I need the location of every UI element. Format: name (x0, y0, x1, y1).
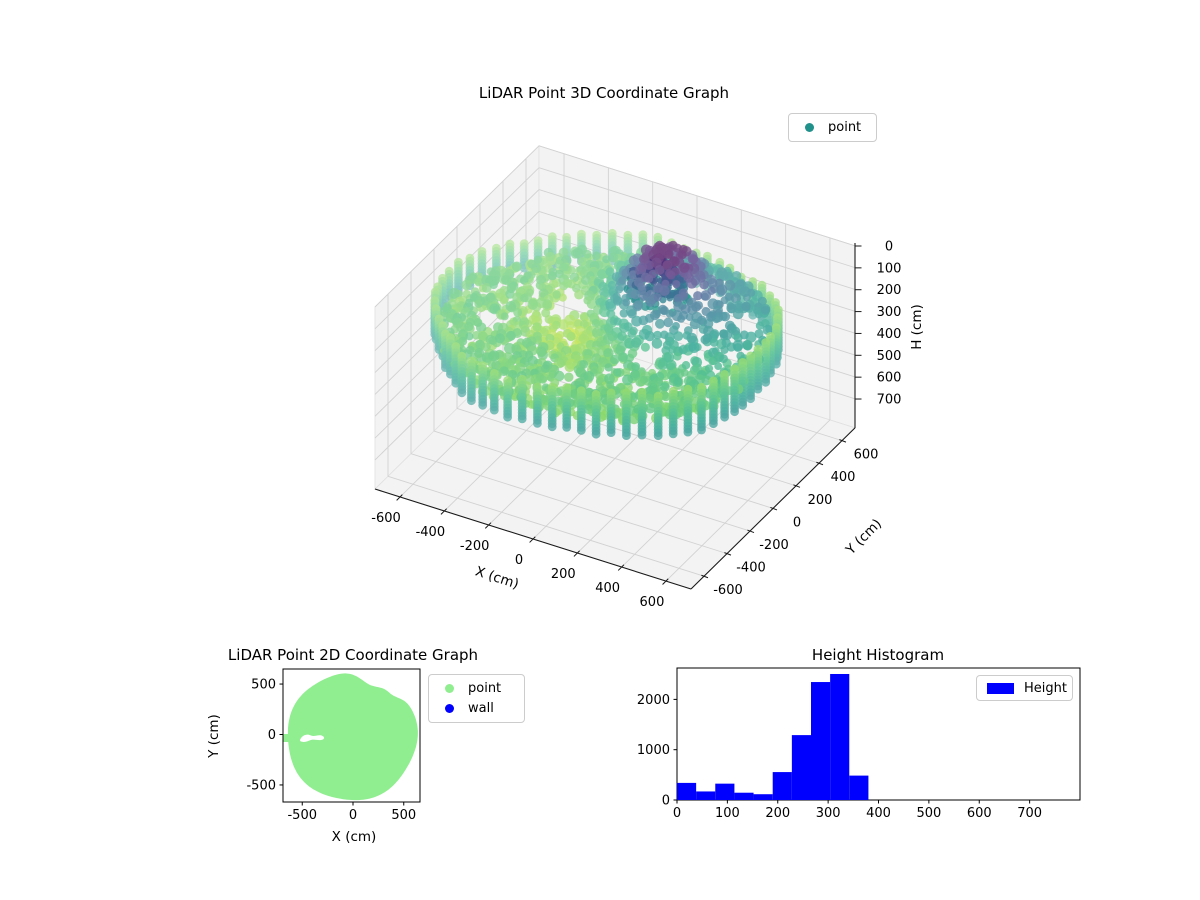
svg-text:500: 500 (251, 678, 276, 693)
axis-label-2d-x: X (cm) (331, 829, 377, 845)
svg-text:700: 700 (877, 393, 902, 408)
legend-label: point (468, 680, 502, 696)
point-cloud-3d (430, 228, 783, 441)
svg-text:100: 100 (877, 261, 902, 276)
svg-text:0: 0 (793, 515, 801, 530)
svg-text:0: 0 (662, 794, 670, 809)
svg-text:500: 500 (916, 806, 941, 821)
title-2d: LiDAR Point 2D Coordinate Graph (227, 646, 479, 664)
svg-text:0: 0 (515, 553, 523, 568)
blob-hole (300, 734, 325, 742)
chart-histogram: 0 100 200 300 400 500 600 700 0 1000 2000 (637, 667, 1081, 821)
hist-bar (830, 673, 850, 800)
svg-text:200: 200 (877, 283, 902, 298)
svg-text:500: 500 (877, 349, 902, 364)
hist-bar (696, 791, 716, 800)
svg-text:400: 400 (595, 581, 620, 596)
svg-text:600: 600 (877, 371, 902, 386)
height-swatch-icon (987, 682, 1014, 694)
legend-2d[interactable]: point wall (428, 674, 525, 723)
legend-histogram[interactable]: Height (976, 675, 1073, 701)
svg-text:-600: -600 (713, 583, 743, 598)
legend-label: Height (1024, 680, 1067, 696)
point-marker-icon (445, 683, 454, 693)
svg-text:0: 0 (268, 728, 276, 743)
svg-text:400: 400 (831, 470, 856, 485)
svg-text:-500: -500 (246, 778, 276, 793)
hist-bar (772, 772, 792, 800)
svg-text:200: 200 (765, 806, 790, 821)
histogram-bars (677, 673, 869, 800)
svg-text:400: 400 (866, 806, 891, 821)
svg-text:-200: -200 (759, 538, 789, 553)
legend-2d-entry-point: point (437, 678, 514, 699)
svg-text:-400: -400 (736, 561, 766, 576)
svg-text:600: 600 (854, 448, 879, 463)
svg-text:-500: -500 (287, 808, 317, 823)
svg-text:100: 100 (715, 806, 740, 821)
axis-label-3d-z: H (cm) (909, 304, 925, 350)
blob-left-fragment (283, 734, 290, 742)
svg-text:-600: -600 (371, 511, 401, 526)
legend-2d-entry-wall: wall (437, 699, 514, 720)
legend-hist-entry-height: Height (985, 679, 1067, 697)
legend-label: wall (468, 701, 494, 717)
hist-bar (734, 792, 754, 800)
svg-text:700: 700 (1017, 806, 1042, 821)
hist-bar (753, 794, 773, 800)
svg-text:300: 300 (816, 806, 841, 821)
title-3d: LiDAR Point 3D Coordinate Graph (478, 84, 730, 102)
lidar-2d-blob (287, 673, 418, 801)
axis-label-2d-y: Y (cm) (206, 714, 222, 758)
svg-text:200: 200 (551, 567, 576, 582)
svg-text:-400: -400 (416, 525, 446, 540)
hist-bar (791, 735, 811, 800)
hist-bar (715, 783, 735, 800)
svg-text:2000: 2000 (637, 693, 670, 708)
svg-text:0: 0 (349, 808, 357, 823)
svg-text:600: 600 (640, 595, 665, 610)
svg-text:300: 300 (877, 305, 902, 320)
svg-text:1000: 1000 (637, 743, 670, 758)
wall-marker-icon (445, 704, 454, 714)
legend-3d[interactable]: point (788, 113, 877, 142)
svg-text:0: 0 (673, 806, 681, 821)
svg-text:-200: -200 (460, 539, 490, 554)
legend-3d-entry-point: point (797, 117, 866, 138)
title-hist: Height Histogram (811, 646, 945, 664)
hist-bar (677, 782, 697, 800)
point-marker-icon (805, 123, 814, 132)
hist-bar (849, 775, 869, 800)
svg-text:0: 0 (885, 240, 893, 255)
chart-2d: -500 0 500 -500 0 500 (246, 668, 421, 823)
svg-text:200: 200 (808, 493, 833, 508)
hist-bar (811, 682, 831, 800)
svg-text:500: 500 (391, 808, 416, 823)
legend-label: point (828, 120, 862, 135)
svg-text:600: 600 (967, 806, 992, 821)
svg-text:400: 400 (877, 327, 902, 342)
